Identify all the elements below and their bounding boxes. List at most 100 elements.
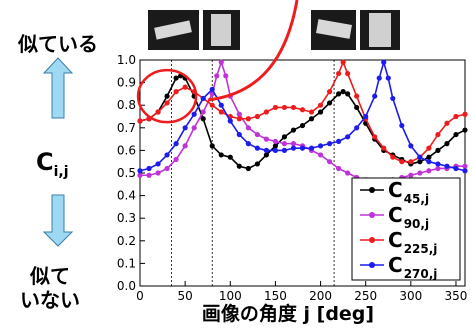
legend-sub: 225,j	[404, 242, 438, 256]
data-point	[290, 145, 297, 151]
data-point	[345, 134, 351, 140]
data-point	[435, 161, 441, 167]
data-point	[218, 59, 224, 65]
data-point	[245, 116, 251, 122]
data-point	[173, 75, 179, 81]
data-point	[227, 154, 233, 160]
data-point	[164, 100, 170, 106]
y-tick-label: 0.2	[117, 234, 136, 248]
data-point	[137, 168, 143, 174]
legend-name: C	[388, 203, 403, 227]
data-point	[336, 91, 342, 97]
y-tick-label: 0.1	[117, 256, 136, 270]
x-tick-label: 100	[219, 289, 242, 303]
data-point	[218, 102, 224, 108]
legend-name: C	[388, 253, 403, 277]
data-point	[317, 152, 324, 158]
data-point	[340, 59, 346, 65]
data-point	[345, 91, 351, 97]
data-point	[408, 172, 414, 178]
thumbnail-1	[148, 10, 199, 50]
data-point	[173, 141, 179, 147]
y-tick-label: 1.0	[117, 53, 136, 67]
x-axis: 0 50 100 150 200 250 300 350	[136, 281, 467, 303]
data-point	[182, 125, 188, 131]
data-point	[354, 93, 360, 99]
data-point	[245, 141, 251, 147]
data-point	[155, 161, 161, 167]
data-point	[214, 73, 220, 79]
data-point	[299, 145, 306, 151]
legend-name: C	[388, 178, 403, 202]
data-point	[263, 136, 269, 142]
x-tick-label: 150	[264, 289, 287, 303]
legend-sub: 45,j	[404, 192, 429, 206]
data-point	[390, 95, 396, 102]
data-point	[326, 159, 333, 165]
y-tick-label: 0.6	[117, 143, 136, 157]
x-tick-label: 200	[309, 289, 332, 303]
data-point	[336, 165, 342, 172]
data-point	[426, 154, 432, 160]
data-point	[417, 170, 423, 176]
data-point	[399, 122, 405, 129]
data-point	[453, 131, 459, 138]
data-point	[227, 118, 233, 124]
data-point	[417, 159, 423, 165]
data-point	[254, 161, 260, 167]
data-point	[182, 84, 188, 90]
data-point	[435, 147, 441, 153]
data-point	[173, 156, 179, 163]
series-270,j	[137, 59, 468, 174]
data-point	[272, 143, 279, 149]
y-tick-label: 0.8	[117, 98, 136, 112]
data-point	[299, 107, 306, 113]
data-point	[453, 165, 459, 172]
x-tick-label: 50	[177, 289, 192, 303]
data-point	[281, 147, 288, 153]
data-point	[191, 125, 197, 131]
legend-entry: C270,j	[388, 253, 437, 281]
data-point	[299, 122, 306, 129]
data-point	[426, 145, 432, 151]
data-point	[254, 113, 260, 120]
data-point	[236, 163, 242, 169]
legend-entry: C90,j	[388, 203, 429, 231]
legend-sub: 90,j	[404, 217, 429, 231]
legend-name: C	[388, 228, 403, 252]
data-point	[272, 138, 279, 144]
data-point	[209, 86, 215, 92]
data-point	[408, 159, 414, 165]
thumbnail-4	[360, 10, 400, 50]
data-point	[263, 109, 269, 115]
legend-entry: C45,j	[388, 178, 429, 206]
y-axis: 0.0 0.1 0.2 0.3 0.4 0.5 0.6 0.7 0.8 0.9 1.0	[117, 53, 145, 293]
legend-marker	[369, 237, 375, 243]
data-point	[444, 141, 450, 147]
data-point	[137, 118, 143, 124]
y-tick-label: 0.3	[117, 211, 136, 225]
data-point	[462, 163, 468, 169]
series-group	[137, 59, 468, 185]
data-point	[146, 165, 152, 172]
data-point	[191, 111, 197, 117]
thumbnail-3	[311, 10, 356, 50]
data-point	[281, 141, 288, 147]
y-tick-label: 0.0	[117, 279, 136, 293]
data-point	[146, 172, 152, 178]
data-point	[290, 127, 297, 133]
data-point	[426, 159, 432, 165]
data-point	[326, 141, 333, 147]
up-arrow-icon	[42, 57, 74, 119]
not-similar-line-1: 似て	[30, 264, 70, 288]
y-tick-label: 0.7	[117, 121, 136, 135]
data-point	[354, 125, 360, 131]
data-point	[326, 89, 333, 95]
data-point	[173, 89, 179, 95]
data-point	[426, 168, 432, 174]
data-point	[218, 152, 224, 158]
data-point	[363, 113, 369, 120]
